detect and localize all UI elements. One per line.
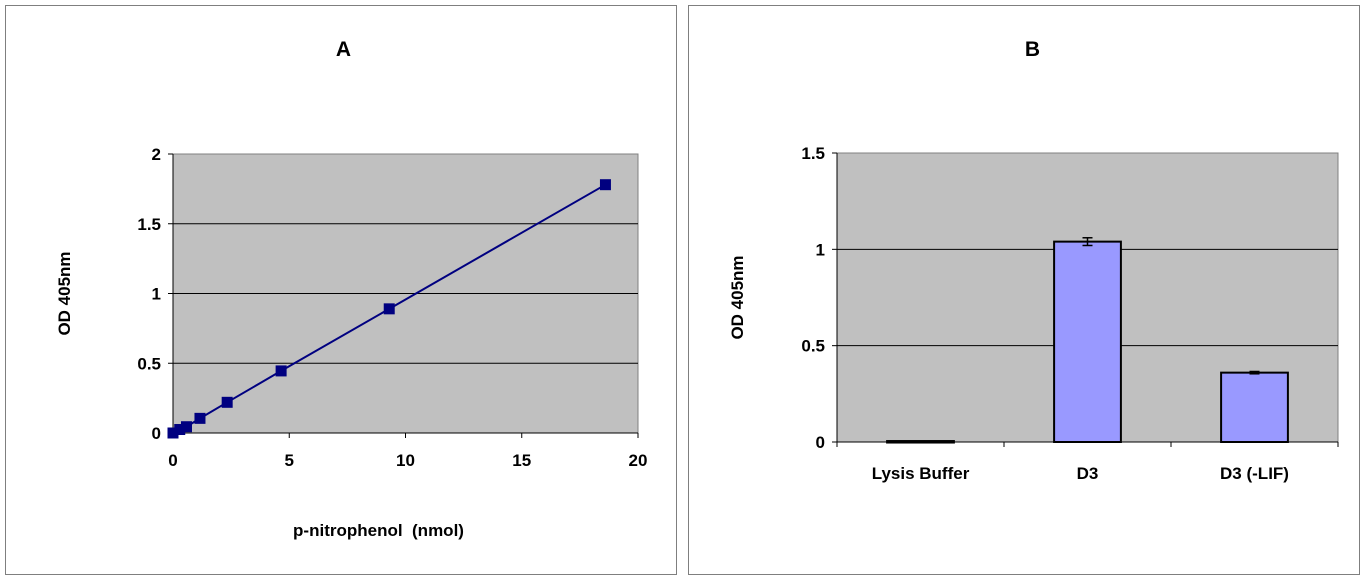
bar (886, 440, 955, 444)
data-point (275, 365, 287, 377)
y-tick-label: 1 (152, 285, 161, 304)
x-category-label: D3 (1077, 464, 1099, 483)
data-point (167, 427, 179, 439)
chart-b-y-axis-label: OD 405nm (728, 255, 747, 339)
bar (1053, 240, 1122, 443)
y-tick-label: 1.5 (137, 215, 161, 234)
data-point (174, 424, 186, 436)
y-tick-label: 0 (816, 433, 825, 452)
x-tick-label: 5 (285, 451, 294, 470)
chart-b-svg: 0 0.5 1 1.5 Lysis Buffer D3 D3 (-LIF) B OD 40… (728, 38, 1339, 483)
y-tick-label: 0 (152, 424, 161, 443)
x-tick-label: 20 (629, 451, 648, 470)
chart-panel-a: 0 0.5 1 1.5 2 0 5 10 15 20 A p-nitrophenol (nmol… (5, 5, 677, 575)
bar (1220, 371, 1289, 444)
chart-a-x-axis-label: p-nitrophenol (nmol) (293, 521, 464, 540)
data-point (180, 421, 192, 433)
x-category-label: D3 (-LIF) (1220, 464, 1289, 483)
data-point (383, 303, 395, 315)
y-tick-label: 2 (152, 145, 161, 164)
x-tick-label: 0 (168, 451, 177, 470)
data-point (221, 396, 233, 408)
y-tick-label: 1 (816, 240, 825, 259)
chart-b-title: B (1025, 38, 1040, 61)
chart-a-svg: 0 0.5 1 1.5 2 0 5 10 15 20 A p-nitrophenol (nmol… (55, 38, 648, 540)
y-tick-label: 1.5 (801, 144, 825, 163)
y-tick-label: 0.5 (801, 337, 825, 356)
chart-a-title: A (336, 38, 351, 61)
x-tick-label: 10 (396, 451, 415, 470)
x-tick-label: 15 (512, 451, 531, 470)
x-category-label: Lysis Buffer (872, 464, 970, 483)
y-tick-label: 0.5 (137, 354, 161, 373)
data-point (194, 412, 206, 424)
chart-panel-b: 0 0.5 1 1.5 Lysis Buffer D3 D3 (-LIF) B OD 40… (688, 5, 1360, 575)
data-point (599, 179, 611, 191)
chart-a-y-axis-label: OD 405nm (55, 251, 74, 335)
